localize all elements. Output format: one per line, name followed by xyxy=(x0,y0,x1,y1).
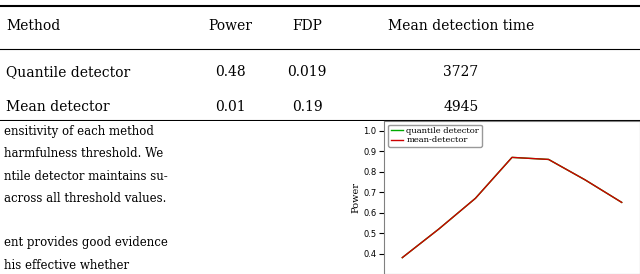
Text: Method: Method xyxy=(6,19,61,33)
Text: his effective whether: his effective whether xyxy=(4,259,129,272)
Text: 0.19: 0.19 xyxy=(292,100,323,114)
Text: 3727: 3727 xyxy=(443,65,479,79)
mean-detector xyxy=(618,201,625,204)
mean-detector xyxy=(435,227,443,231)
Y-axis label: Power: Power xyxy=(351,182,360,213)
quantile detector xyxy=(581,178,589,182)
Text: 4945: 4945 xyxy=(443,100,479,114)
Legend: quantile detector, mean-detector: quantile detector, mean-detector xyxy=(388,125,482,147)
quantile detector xyxy=(399,256,406,259)
Text: 0.48: 0.48 xyxy=(215,65,246,79)
mean-detector xyxy=(399,256,406,259)
quantile detector xyxy=(618,201,625,204)
Line: mean-detector: mean-detector xyxy=(403,157,621,258)
quantile detector xyxy=(472,197,479,200)
quantile detector xyxy=(435,227,443,231)
mean-detector xyxy=(508,156,516,159)
Text: Mean detection time: Mean detection time xyxy=(388,19,534,33)
Text: ntile detector maintains su-: ntile detector maintains su- xyxy=(4,170,168,183)
Text: Quantile detector: Quantile detector xyxy=(6,65,131,79)
mean-detector xyxy=(581,178,589,182)
Text: 0.01: 0.01 xyxy=(215,100,246,114)
Text: across all threshold values.: across all threshold values. xyxy=(4,192,166,205)
Text: harmfulness threshold. We: harmfulness threshold. We xyxy=(4,147,163,160)
Text: Power: Power xyxy=(209,19,252,33)
mean-detector xyxy=(472,197,479,200)
Text: Mean detector: Mean detector xyxy=(6,100,110,114)
Text: 0.019: 0.019 xyxy=(287,65,327,79)
Text: ent provides good evidence: ent provides good evidence xyxy=(4,236,168,249)
Text: FDP: FDP xyxy=(292,19,322,33)
quantile detector xyxy=(545,158,552,161)
Text: ensitivity of each method: ensitivity of each method xyxy=(4,125,154,138)
Line: quantile detector: quantile detector xyxy=(403,157,621,258)
mean-detector xyxy=(545,158,552,161)
quantile detector xyxy=(508,156,516,159)
